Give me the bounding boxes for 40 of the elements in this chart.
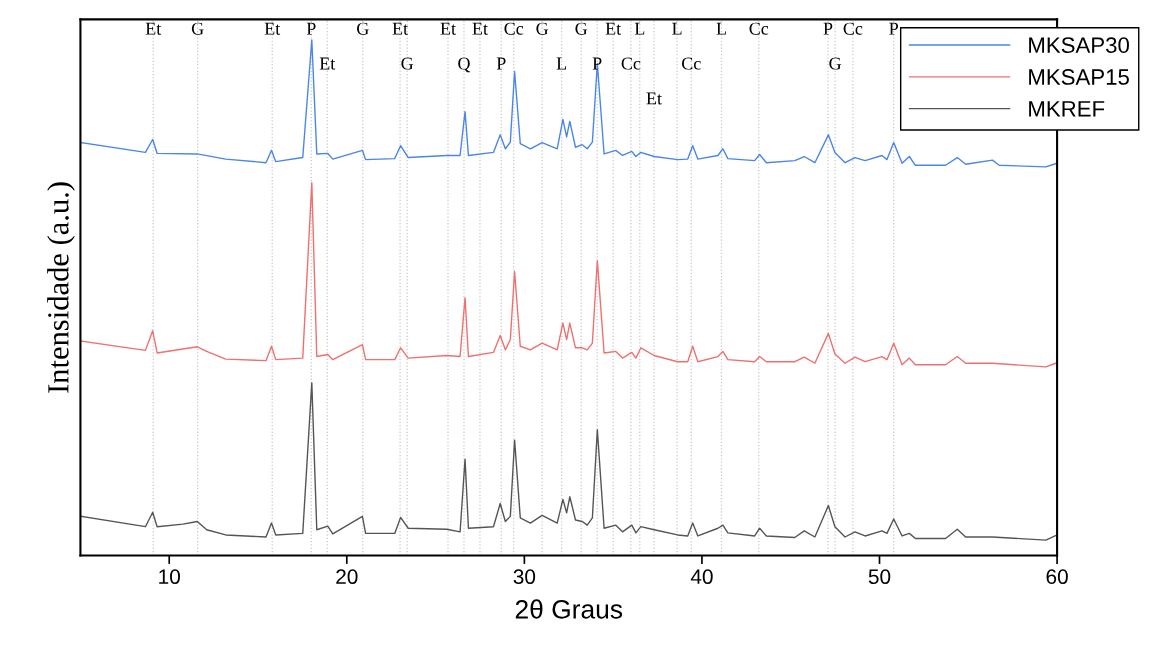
ref-line-label: L bbox=[556, 57, 567, 70]
ref-line-label: Cc bbox=[504, 22, 524, 35]
ref-line-label: G bbox=[401, 57, 414, 70]
ref-line-label: L bbox=[634, 22, 645, 35]
ref-line-label: P bbox=[889, 22, 899, 35]
ref-line-label: Cc bbox=[681, 57, 701, 70]
x-tick-label: 10 bbox=[159, 569, 180, 585]
ref-line-label: G bbox=[356, 22, 369, 35]
ref-line-label: G bbox=[536, 22, 549, 35]
x-tick-label: 50 bbox=[868, 569, 891, 585]
ref-line-label: L bbox=[672, 22, 682, 35]
ref-line-label: G bbox=[191, 22, 204, 35]
ref-line-label: Cc bbox=[621, 57, 641, 70]
ref-line-label: Cc bbox=[843, 22, 863, 35]
y-axis-title: Intensidade (a.u.) bbox=[47, 182, 75, 393]
x-tick-label: 30 bbox=[513, 569, 536, 585]
ref-line-label: P bbox=[592, 57, 602, 70]
ref-line-label: Et bbox=[145, 22, 162, 35]
ref-line-label: G bbox=[575, 22, 588, 35]
ref-line-label: G bbox=[829, 57, 842, 70]
ref-line-label: Cc bbox=[749, 22, 769, 35]
legend-label: MKREF bbox=[1029, 101, 1105, 117]
x-tick-label: 60 bbox=[1046, 569, 1068, 585]
x-tick-label: 20 bbox=[336, 569, 358, 585]
ref-line-label: Et bbox=[646, 92, 662, 105]
ref-line-label: Et bbox=[264, 22, 281, 35]
legend-label: MKSAP30 bbox=[1029, 37, 1129, 54]
ref-line-label: Et bbox=[392, 22, 408, 35]
ref-line-label: Et bbox=[440, 22, 456, 35]
legend-label: MKSAP15 bbox=[1029, 69, 1129, 85]
ref-line-label: Et bbox=[319, 57, 336, 70]
x-axis-title: 2θ Graus bbox=[515, 599, 623, 619]
x-tick-label: 40 bbox=[690, 569, 713, 585]
ref-line-label: Q bbox=[458, 57, 471, 73]
ref-line-label: Et bbox=[472, 22, 488, 35]
ref-line-label: L bbox=[716, 22, 726, 35]
ref-line-label: P bbox=[496, 57, 506, 70]
ref-line-label: Et bbox=[605, 22, 622, 35]
ref-line-label: P bbox=[823, 22, 833, 35]
ref-line-label: P bbox=[306, 22, 316, 35]
